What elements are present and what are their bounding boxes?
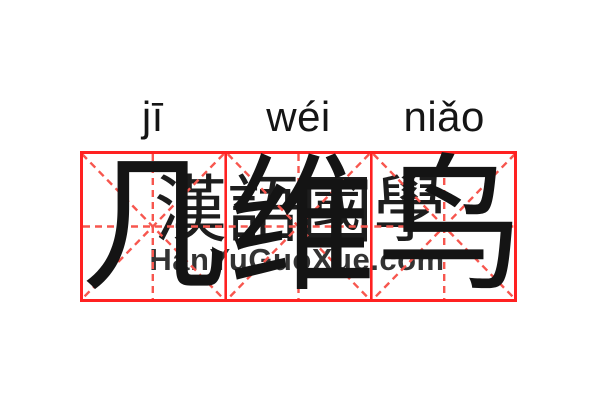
pinyin-row: jī wéi niǎo xyxy=(80,94,517,138)
grid-border xyxy=(80,151,517,302)
character-2: 维 xyxy=(228,140,376,312)
character-practice-grid xyxy=(80,151,517,302)
character-row: 几 维 鸟 xyxy=(80,140,524,312)
cell-separators xyxy=(224,152,373,301)
cell-guides-2 xyxy=(226,153,371,300)
watermark-brand-text: 漢語國學 xyxy=(154,168,446,253)
character-3: 鸟 xyxy=(376,140,524,312)
pinyin-syllable-2: wéi xyxy=(266,93,331,140)
pinyin-syllable-1: jī xyxy=(141,93,164,140)
pinyin-syllable-3: niǎo xyxy=(403,93,485,140)
watermark-url-text: HanYuGuoXue.com xyxy=(149,242,445,277)
cell-guides-1 xyxy=(81,153,225,300)
cell-guides-3 xyxy=(372,153,516,300)
character-1: 几 xyxy=(80,140,228,312)
grid-svg xyxy=(80,151,517,302)
